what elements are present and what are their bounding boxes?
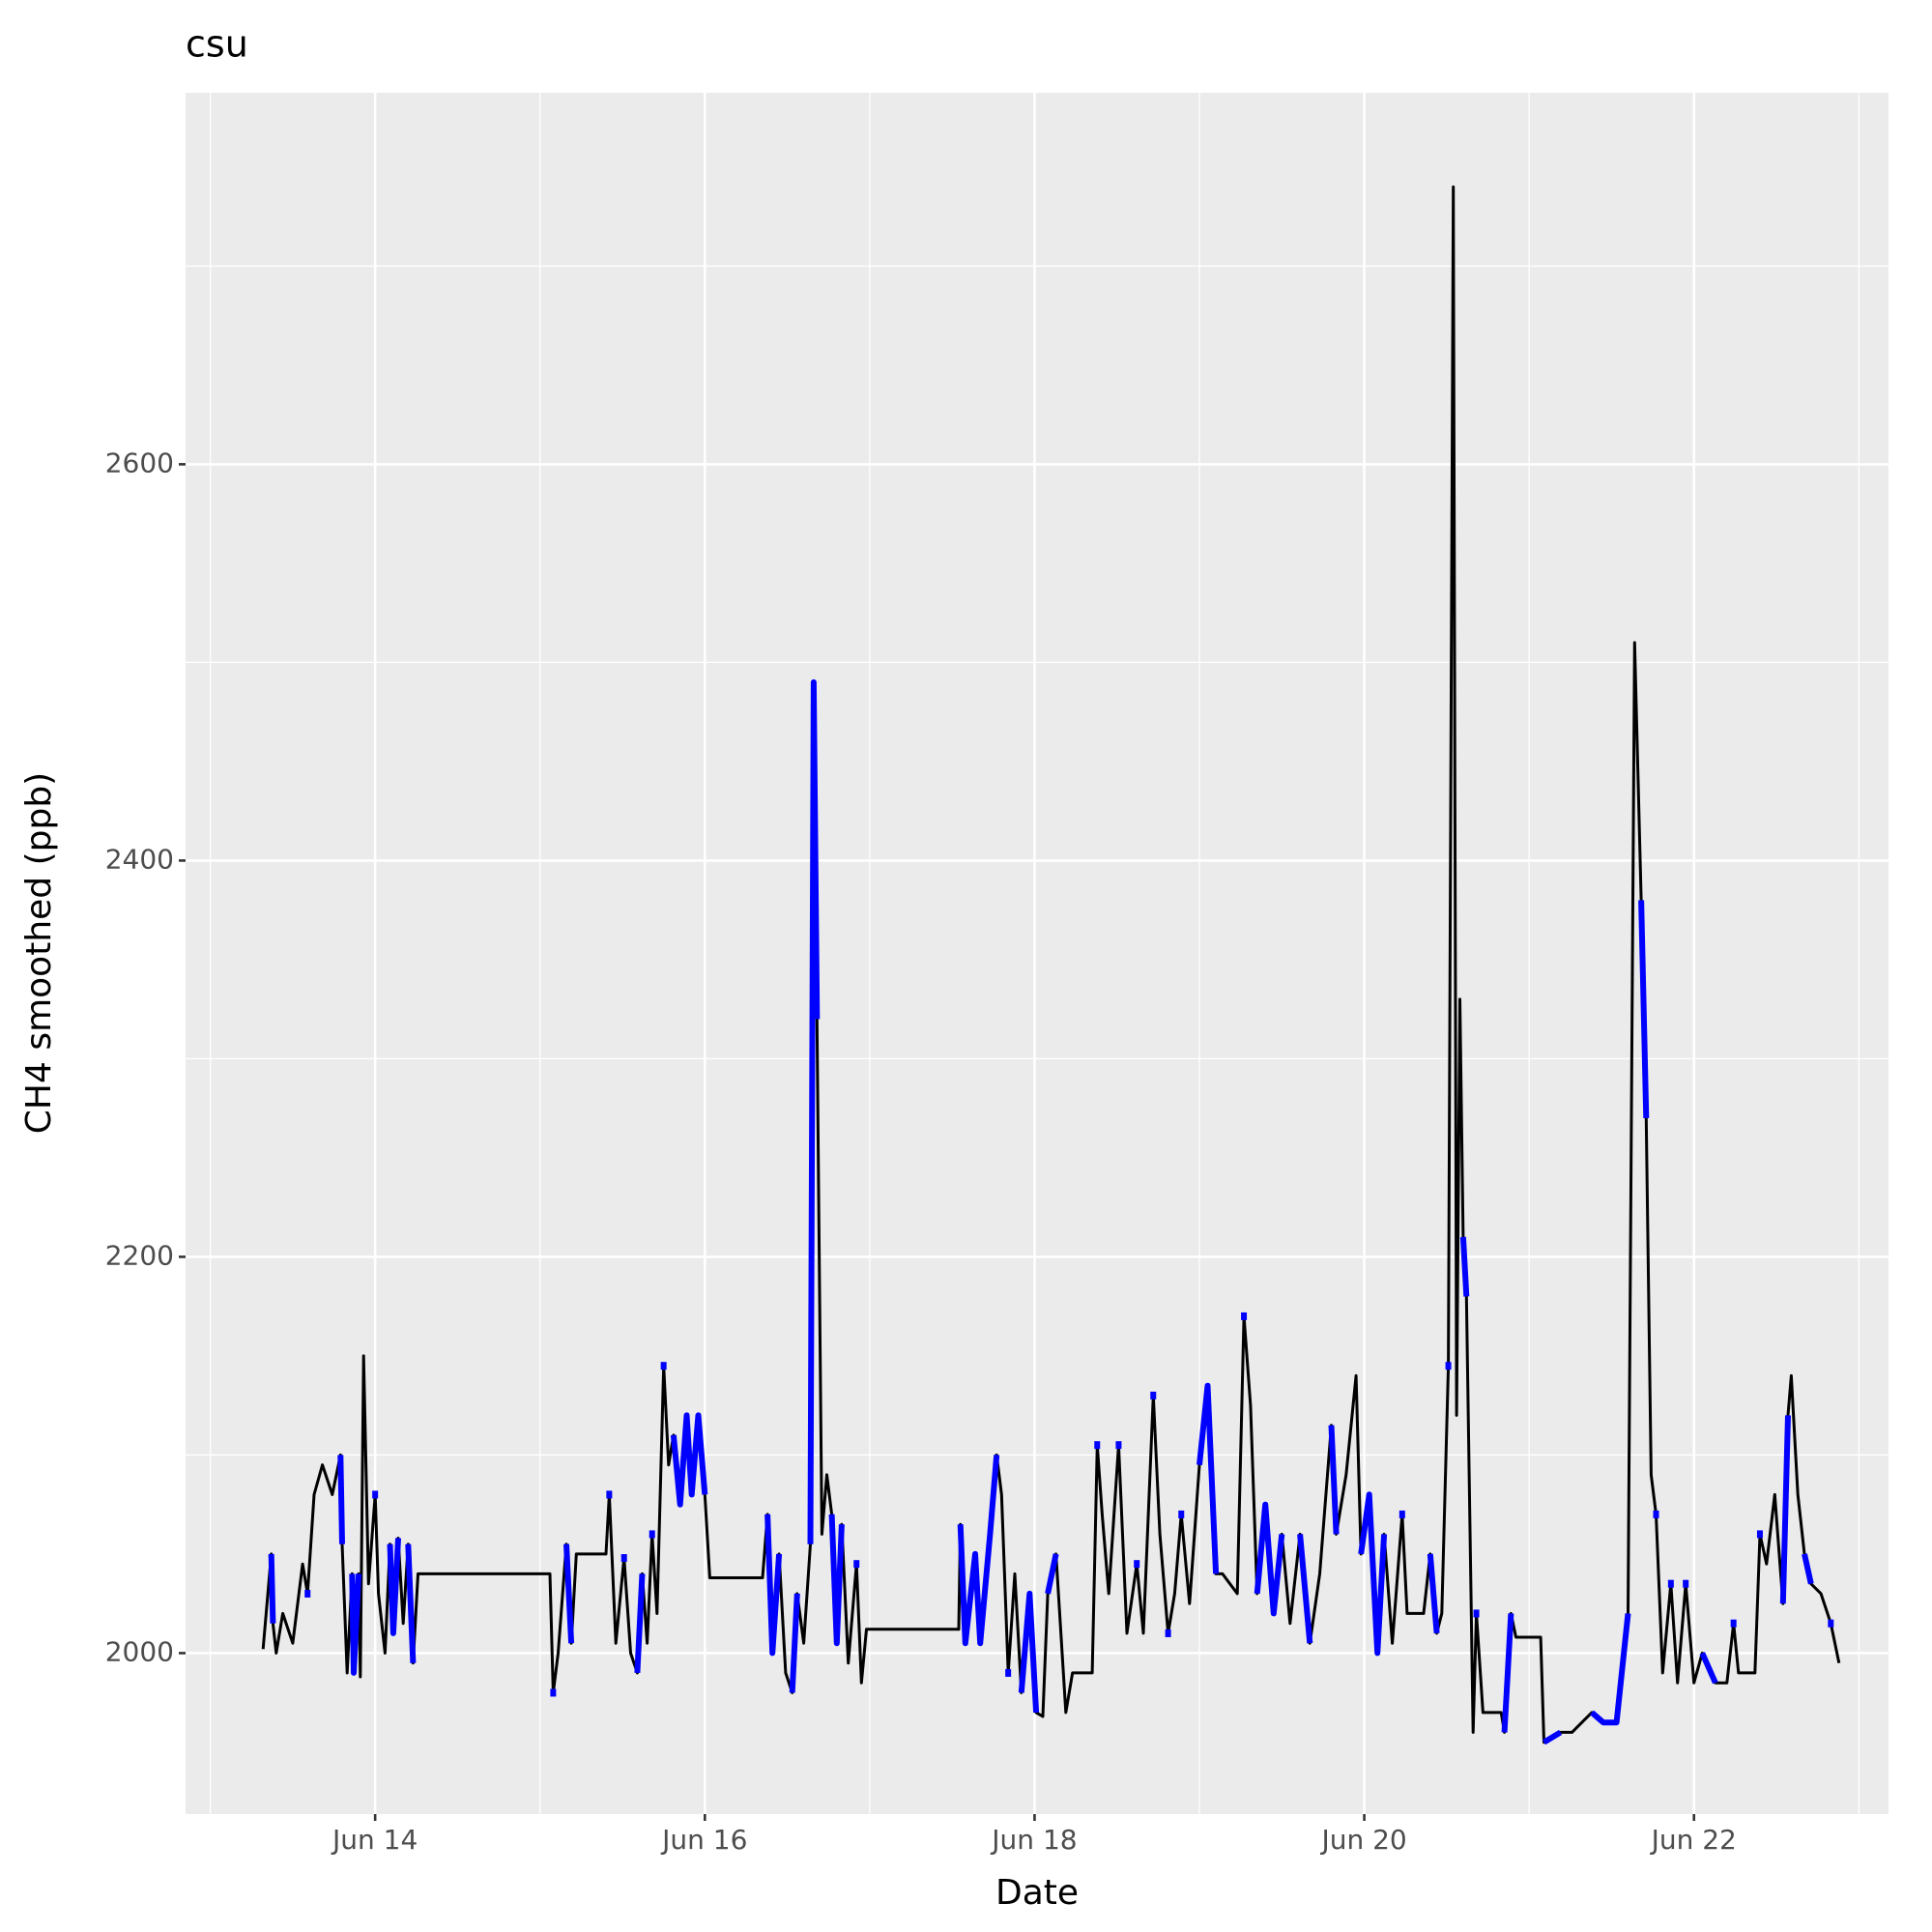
series-point	[1828, 1619, 1834, 1628]
series-point	[1115, 1441, 1122, 1450]
x-tick-label: Jun 16	[660, 1824, 747, 1856]
series-point	[304, 1589, 311, 1598]
series-line	[807, 678, 821, 1544]
x-tick-label: Jun 20	[1319, 1824, 1406, 1856]
series-line	[764, 1514, 783, 1657]
series-line	[1358, 1491, 1388, 1657]
series-point	[1005, 1668, 1012, 1677]
series-point	[853, 1560, 860, 1569]
series-line	[670, 1412, 708, 1508]
series-point	[1150, 1391, 1157, 1399]
series-point	[372, 1490, 379, 1499]
y-tick-label: 2400	[105, 843, 174, 875]
series-line	[1699, 1652, 1718, 1685]
series-line	[1045, 1553, 1059, 1595]
series-point	[1473, 1609, 1480, 1618]
series-line	[1802, 1553, 1814, 1585]
series-point	[1653, 1510, 1659, 1518]
series-point	[550, 1688, 557, 1697]
series-point	[1178, 1510, 1185, 1518]
series-line	[1590, 1613, 1631, 1726]
series-line	[828, 1514, 845, 1647]
y-tick-label: 2000	[105, 1635, 174, 1667]
series-line	[1501, 1613, 1514, 1733]
series-point	[1094, 1441, 1101, 1450]
series-line	[1459, 1236, 1470, 1297]
series-line	[337, 1455, 345, 1544]
series-line	[387, 1538, 401, 1636]
series-line	[634, 1573, 646, 1674]
chart-title: csu	[186, 23, 248, 66]
series-line	[1297, 1534, 1313, 1644]
series-line	[1427, 1553, 1440, 1634]
x-tick-label: Jun 14	[331, 1824, 418, 1856]
series-point	[1241, 1312, 1248, 1320]
series-line	[1542, 1729, 1563, 1745]
series-line	[1254, 1501, 1285, 1617]
series-point	[606, 1490, 613, 1499]
series-line	[349, 1573, 362, 1676]
y-axis-title: CH4 smoothed (ppb)	[19, 772, 59, 1134]
series-point	[1683, 1579, 1689, 1588]
series-line	[405, 1543, 417, 1663]
series-line	[563, 1543, 575, 1644]
series-line	[1638, 900, 1650, 1118]
x-tick-label: Jun 22	[1650, 1824, 1737, 1856]
series-line	[1779, 1415, 1791, 1604]
series-point	[1445, 1362, 1452, 1370]
series-point	[1667, 1579, 1674, 1588]
series-line	[1197, 1382, 1220, 1574]
series-point	[1756, 1530, 1763, 1539]
series-point	[1165, 1629, 1171, 1637]
series-point	[660, 1362, 667, 1370]
y-tick-label: 2600	[105, 447, 174, 478]
series-line	[268, 1553, 276, 1624]
y-tick-label: 2200	[105, 1239, 174, 1271]
x-tick-label: Jun 18	[990, 1824, 1077, 1856]
series-point	[1730, 1619, 1737, 1628]
plot-panel	[186, 93, 1889, 1814]
series-line	[789, 1593, 800, 1693]
series-line	[957, 1455, 1000, 1647]
series-point	[620, 1554, 627, 1563]
series-point	[649, 1530, 655, 1539]
series-line	[1328, 1425, 1340, 1535]
x-axis-title: Date	[995, 1873, 1079, 1913]
series-line	[1018, 1590, 1040, 1714]
series-point	[1134, 1560, 1140, 1569]
series-point	[1399, 1510, 1405, 1518]
